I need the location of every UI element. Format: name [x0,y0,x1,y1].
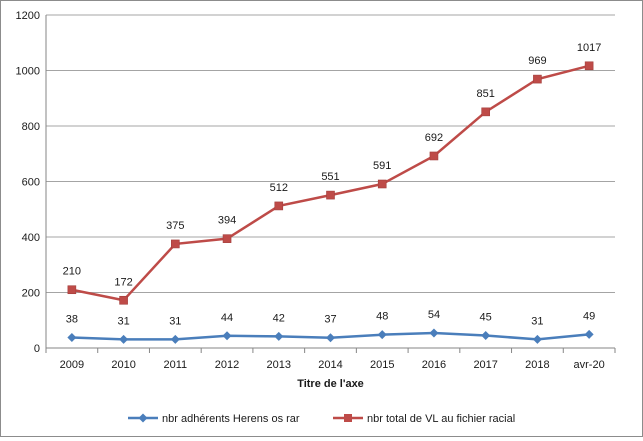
y-axis-ticks: 0 200 400 600 800 1000 1200 [16,10,40,355]
x-tick-label: 2013 [267,359,291,371]
data-label: 37 [324,314,336,326]
data-label: 42 [273,312,285,324]
data-label: 31 [117,315,129,327]
legend-label: nbr total de VL au fichier racial [367,413,515,425]
data-label: 969 [528,55,546,67]
data-label: 44 [221,312,233,324]
y-tick-label: 0 [34,343,40,355]
y-tick-label: 1000 [16,66,40,78]
data-point [274,201,284,211]
data-label: 54 [428,309,440,321]
data-point [119,334,129,344]
data-point [274,331,284,341]
data-point [326,333,335,343]
data-label: 172 [114,276,132,288]
x-tick-label: 2009 [60,359,84,371]
y-tick-label: 800 [22,121,40,133]
x-tick-label: 2010 [111,359,135,371]
x-tick-label: 2014 [318,359,342,371]
y-tick-label: 1200 [16,10,40,22]
x-axis-title: Titre de l'axe [297,378,364,390]
data-point [326,190,335,200]
x-tick-label: 2017 [473,359,497,371]
data-point [584,61,594,71]
data-label: 49 [583,310,595,322]
y-tick-label: 600 [22,177,40,189]
legend: nbr adhérents Herens os rar nbr total de … [128,413,515,425]
gridlines [45,14,615,348]
x-tick-label: 2018 [525,359,549,371]
data-point [67,332,77,342]
data-label: 31 [531,315,543,327]
data-label: 394 [218,215,236,227]
data-label: 48 [376,311,388,323]
data-point [481,331,491,341]
data-point [481,107,490,117]
x-tick-label: 2016 [422,359,446,371]
data-label: 31 [169,315,181,327]
y-tick-label: 400 [22,232,40,244]
series-layer: 38 31 31 44 42 37 48 54 45 31 49 210 172 375 394 512 551… [63,42,601,344]
legend-marker [344,414,352,422]
data-point [222,234,232,243]
legend-item: nbr total de VL au fichier racial [333,413,515,425]
data-label: 210 [63,266,81,278]
data-point [377,179,387,189]
data-label: 551 [321,171,339,183]
series-1: 38 31 31 44 42 37 48 54 45 31 49 [66,309,595,344]
legend-item: nbr adhérents Herens os rar [128,413,300,425]
data-point [222,331,232,341]
data-label: 512 [270,182,288,194]
data-label: 692 [425,132,443,144]
data-point [171,239,180,249]
legend-label: nbr adhérents Herens os rar [162,413,300,425]
data-label: 1017 [577,42,601,54]
data-point [584,329,594,339]
x-tick-label: 2011 [163,359,187,371]
data-point [429,328,439,338]
x-axis: 2009 2010 2011 2012 2013 2014 2015 2016 2017 2018… [45,347,616,371]
y-tick-label: 200 [22,288,40,300]
data-point [429,151,439,161]
x-tick-label: 2012 [215,359,239,371]
data-label: 591 [373,160,391,172]
data-point [170,334,180,344]
series-2: 210 172 375 394 512 551 591 692 851 969 1017 [63,42,601,305]
x-tick-label: 2015 [370,359,394,371]
data-label: 38 [66,313,78,325]
data-point [67,285,77,295]
x-tick-label: avr-20 [574,359,605,371]
data-label: 851 [477,88,495,100]
data-point [532,334,542,344]
legend-marker [138,413,148,423]
data-point [377,330,387,340]
data-point [533,74,542,84]
data-point [119,295,128,305]
data-label: 45 [480,312,492,324]
data-label: 375 [166,220,184,232]
